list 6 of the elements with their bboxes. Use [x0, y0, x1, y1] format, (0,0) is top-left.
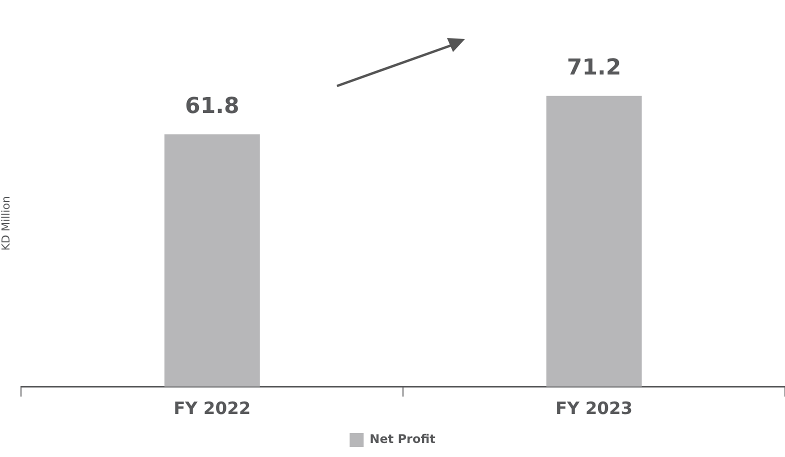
data-label: 61.8 [185, 94, 240, 120]
x-tick-label: FY 2023 [555, 399, 633, 420]
y-axis-title: KD Million [0, 196, 12, 251]
x-tick-label: FY 2022 [174, 399, 251, 420]
data-label: 71.2 [566, 56, 622, 81]
legend-label: Net Profit [370, 432, 436, 446]
